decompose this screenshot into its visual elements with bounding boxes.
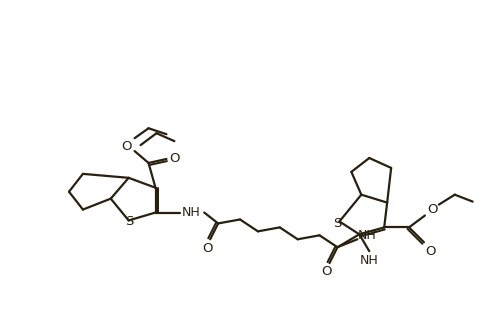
Text: NH: NH: [359, 254, 378, 267]
Text: O: O: [121, 139, 132, 152]
Text: O: O: [320, 266, 331, 279]
Text: O: O: [427, 203, 437, 216]
Text: O: O: [201, 242, 212, 255]
Text: S: S: [333, 217, 341, 230]
Text: O: O: [425, 245, 435, 258]
Text: O: O: [169, 152, 179, 165]
Text: NH: NH: [182, 206, 200, 219]
Text: NH: NH: [357, 229, 376, 242]
Text: S: S: [125, 215, 134, 228]
